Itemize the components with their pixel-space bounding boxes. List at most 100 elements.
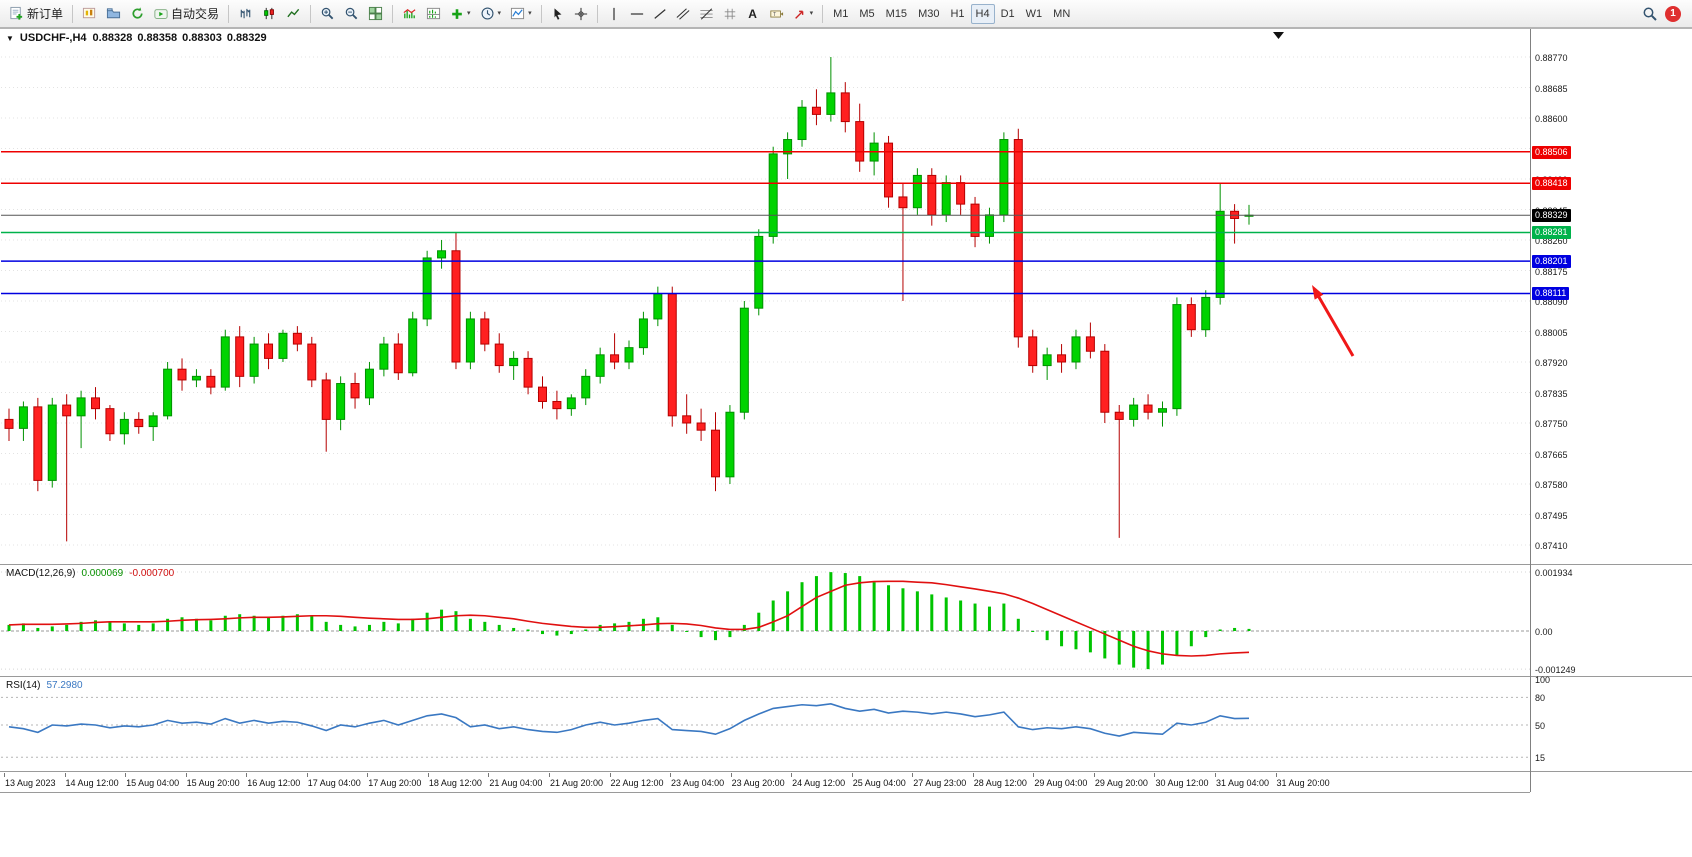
candle[interactable]: [379, 336, 389, 377]
candle[interactable]: [480, 311, 490, 352]
notification-badge[interactable]: 1: [1665, 5, 1681, 22]
candle[interactable]: [292, 326, 302, 352]
candle[interactable]: [321, 372, 331, 452]
timeframe-m15-button[interactable]: M15: [881, 4, 912, 24]
rsi-panel[interactable]: [1, 678, 1530, 771]
tile-windows-button[interactable]: [364, 3, 387, 25]
indicators-button[interactable]: [398, 3, 421, 25]
candle[interactable]: [1172, 297, 1182, 416]
trendline-button[interactable]: [649, 3, 671, 25]
candle[interactable]: [4, 408, 14, 441]
candle[interactable]: [422, 250, 432, 327]
candle[interactable]: [47, 397, 57, 488]
candle[interactable]: [62, 394, 72, 542]
candle[interactable]: [711, 412, 721, 492]
collapse-triangle-icon[interactable]: ▼: [6, 33, 14, 43]
candle[interactable]: [350, 372, 360, 409]
candle[interactable]: [956, 175, 966, 215]
panel-separator[interactable]: [0, 771, 1692, 774]
profiles-button[interactable]: [102, 3, 125, 25]
candle[interactable]: [1057, 344, 1067, 373]
candle[interactable]: [451, 232, 461, 370]
candle[interactable]: [1157, 401, 1167, 427]
candle[interactable]: [912, 168, 922, 215]
panel-separator[interactable]: [0, 564, 1692, 567]
candle[interactable]: [1085, 322, 1095, 359]
candlestick-chart-button[interactable]: [258, 3, 281, 25]
candle[interactable]: [811, 89, 821, 126]
candle[interactable]: [653, 286, 663, 327]
add-indicator-button[interactable]: ▾: [446, 3, 475, 25]
timeframe-h1-button[interactable]: H1: [945, 4, 969, 24]
candle[interactable]: [235, 326, 245, 388]
text-button[interactable]: A: [742, 3, 764, 25]
candle[interactable]: [1244, 204, 1254, 225]
candle[interactable]: [191, 369, 201, 388]
candle[interactable]: [1042, 347, 1052, 380]
candle[interactable]: [927, 168, 937, 226]
candle[interactable]: [437, 240, 447, 269]
vertical-line-button[interactable]: [603, 3, 625, 25]
text-label-button[interactable]: T: [765, 3, 788, 25]
new-chart-button[interactable]: [78, 3, 101, 25]
candle[interactable]: [76, 390, 86, 449]
arrow-object[interactable]: [1313, 289, 1355, 357]
candle[interactable]: [970, 196, 980, 248]
timeframe-m30-button[interactable]: M30: [913, 4, 944, 24]
candle[interactable]: [552, 390, 562, 420]
macd-panel[interactable]: [1, 566, 1530, 676]
line-chart-button[interactable]: [282, 3, 305, 25]
timeframe-m1-button[interactable]: M1: [828, 4, 853, 24]
candle[interactable]: [624, 340, 634, 370]
chart-shift-marker-icon[interactable]: [1273, 32, 1284, 39]
candle[interactable]: [581, 369, 591, 406]
horizontal-line-button[interactable]: [626, 3, 648, 25]
candle[interactable]: [1028, 329, 1038, 373]
candle[interactable]: [364, 362, 374, 406]
timeframe-w1-button[interactable]: W1: [1021, 4, 1048, 24]
candle[interactable]: [206, 369, 216, 395]
candle[interactable]: [1215, 182, 1225, 305]
candle[interactable]: [264, 333, 274, 370]
candle[interactable]: [566, 394, 576, 416]
candle[interactable]: [725, 405, 735, 484]
candle[interactable]: [494, 333, 504, 373]
periods-button[interactable]: ▾: [476, 3, 506, 25]
candle[interactable]: [898, 182, 908, 301]
candle[interactable]: [148, 412, 158, 441]
candle[interactable]: [336, 376, 346, 431]
refresh-button[interactable]: [126, 3, 149, 25]
candle[interactable]: [1013, 128, 1023, 348]
candle[interactable]: [884, 135, 894, 208]
candle[interactable]: [682, 394, 692, 434]
candle[interactable]: [595, 347, 605, 384]
candle[interactable]: [1201, 290, 1211, 337]
candle[interactable]: [1129, 397, 1139, 427]
candle[interactable]: [999, 132, 1009, 223]
candle[interactable]: [667, 286, 677, 427]
candle[interactable]: [610, 333, 620, 370]
auto-trading-button[interactable]: 自动交易: [150, 3, 223, 25]
candle[interactable]: [754, 229, 764, 316]
candle[interactable]: [739, 301, 749, 420]
candle[interactable]: [984, 207, 994, 244]
candle[interactable]: [869, 132, 879, 176]
candle[interactable]: [177, 358, 187, 391]
candle[interactable]: [220, 329, 230, 391]
candle[interactable]: [465, 311, 475, 370]
indicator-window-button[interactable]: [422, 3, 445, 25]
crosshair-button[interactable]: [570, 3, 592, 25]
candle[interactable]: [509, 351, 519, 380]
candle[interactable]: [33, 397, 43, 492]
candle[interactable]: [1114, 405, 1124, 538]
candle[interactable]: [783, 132, 793, 179]
candle[interactable]: [1143, 394, 1153, 420]
fibonacci-button[interactable]: [695, 3, 718, 25]
timeframe-mn-button[interactable]: MN: [1048, 4, 1075, 24]
panel-separator[interactable]: [0, 676, 1692, 679]
candle[interactable]: [537, 376, 547, 409]
timeframe-h4-button[interactable]: H4: [970, 3, 995, 24]
candle[interactable]: [119, 412, 129, 445]
candle[interactable]: [18, 401, 28, 441]
search-button[interactable]: [1638, 3, 1662, 25]
